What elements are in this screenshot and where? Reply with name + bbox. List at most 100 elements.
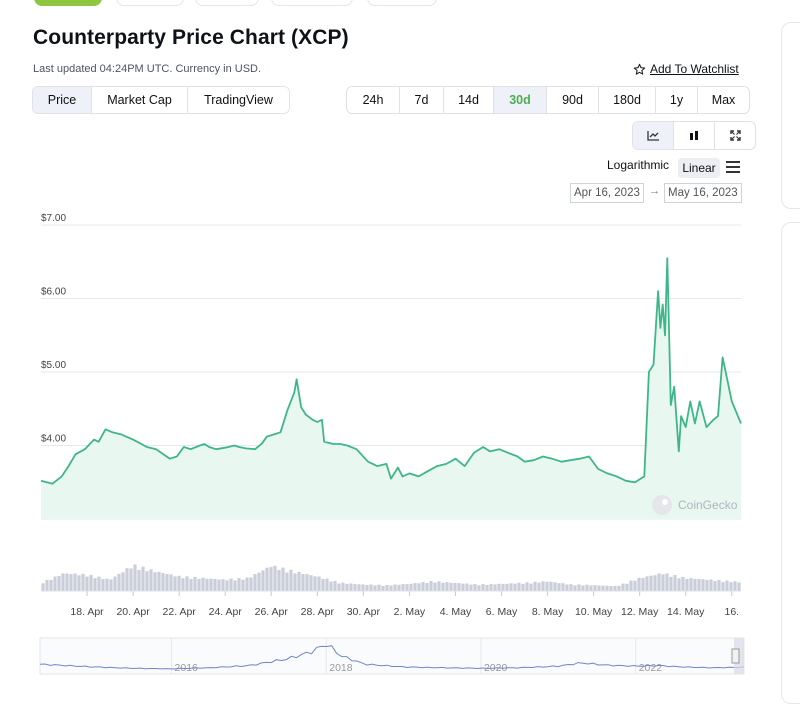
volume-bar (89, 574, 93, 591)
logarithmic-toggle[interactable]: Logarithmic (607, 158, 670, 172)
navigator-frame[interactable] (39, 637, 745, 675)
volume-bar (613, 585, 617, 591)
navigator-tick-label: 2016 (175, 662, 199, 674)
volume-bar (565, 584, 569, 591)
volume-bar (165, 574, 169, 591)
volume-bar (53, 576, 57, 591)
linear-toggle[interactable]: Linear (678, 158, 720, 178)
range-1y[interactable]: 1y (656, 87, 698, 113)
volume-bar (541, 581, 545, 591)
date-from-input[interactable]: Apr 16, 2023 (570, 183, 644, 203)
range-90d[interactable]: 90d (547, 87, 599, 113)
x-tick-label: 24. Apr (209, 606, 243, 618)
top-tab[interactable] (271, 0, 353, 6)
volume-bar (481, 584, 485, 591)
volume-bar (181, 578, 185, 591)
volume-bar (397, 584, 401, 591)
volume-bar (609, 586, 613, 591)
volume-bar (177, 575, 181, 591)
volume-bar (341, 582, 345, 591)
volume-bar (137, 569, 141, 591)
volume-bar (257, 572, 261, 591)
volume-bar (425, 582, 429, 591)
volume-bar (497, 583, 501, 591)
volume-bar (681, 576, 685, 591)
volume-bar (317, 576, 321, 591)
volume-bar (473, 584, 477, 591)
volume-bar (709, 579, 713, 591)
x-tick-label: 16. (724, 606, 739, 618)
volume-bar (505, 583, 509, 591)
tab-market-cap[interactable]: Market Cap (92, 87, 188, 113)
volume-bar (153, 572, 157, 591)
volume-bar (65, 573, 69, 591)
volume-bar (193, 576, 197, 591)
volume-bar (249, 577, 253, 591)
volume-bar (445, 582, 449, 591)
candlestick-button[interactable] (674, 122, 715, 149)
x-tick-label: 12. May (621, 606, 659, 618)
volume-bar (113, 576, 117, 591)
volume-bar (109, 579, 113, 591)
volume-bar (285, 572, 289, 591)
volume-bar (97, 576, 101, 591)
volume-bar (413, 583, 417, 591)
volume-bar (289, 569, 293, 591)
top-tab[interactable] (195, 0, 259, 6)
star-icon (633, 63, 646, 75)
volume-bar (633, 580, 637, 591)
volume-bar (545, 581, 549, 591)
navigator-handle[interactable] (731, 648, 740, 664)
volume-bar (365, 584, 369, 591)
volume-bar (605, 585, 609, 591)
volume-bar (557, 583, 561, 591)
range-7d[interactable]: 7d (400, 87, 444, 113)
volume-bar (485, 585, 489, 591)
fullscreen-button[interactable] (715, 122, 755, 149)
volume-bar (477, 585, 481, 591)
volume-bar (209, 578, 213, 591)
volume-bar (525, 582, 529, 591)
range-24h[interactable]: 24h (347, 87, 400, 113)
x-tick-label: 26. Apr (255, 606, 289, 618)
volume-bar (261, 570, 265, 591)
volume-bar (201, 577, 205, 591)
volume-bar (121, 572, 125, 591)
line-chart-button[interactable] (633, 122, 674, 149)
range-180d[interactable]: 180d (599, 87, 656, 113)
volume-bar (437, 581, 441, 591)
volume-bar (361, 584, 365, 591)
x-tick-label: 22. Apr (163, 606, 197, 618)
range-30d[interactable]: 30d (494, 87, 547, 113)
volume-bar (453, 582, 457, 591)
tab-price[interactable]: Price (33, 87, 92, 113)
price-chart[interactable]: $7.00$6.00$5.00$4.00$3.00 CoinGecko 18. … (0, 210, 780, 690)
volume-bar (637, 577, 641, 591)
volume-bar (41, 583, 45, 591)
volume-bar (265, 567, 269, 591)
volume-bar (205, 578, 209, 591)
volume-bar (625, 583, 629, 591)
top-tab[interactable] (116, 0, 184, 6)
tab-tradingview[interactable]: TradingView (204, 93, 273, 107)
volume-bar (61, 573, 65, 591)
volume-bar (405, 584, 409, 591)
volume-bar (417, 583, 421, 591)
top-tab[interactable] (367, 0, 437, 6)
volume-bar (101, 579, 105, 591)
chart-menu-icon[interactable] (726, 161, 740, 176)
volume-bar (433, 582, 437, 591)
add-to-watchlist-link[interactable]: Add To Watchlist (633, 62, 739, 76)
range-14d[interactable]: 14d (444, 87, 494, 113)
volume-bar (253, 574, 257, 591)
volume-bar (93, 578, 97, 591)
x-tick-label: 2. May (394, 606, 426, 618)
y-tick-label: $4.00 (41, 434, 66, 445)
volume-bar (77, 575, 81, 591)
top-tab-active[interactable] (34, 0, 102, 6)
date-to-input[interactable]: May 16, 2023 (664, 183, 742, 203)
volume-bar (409, 583, 413, 591)
range-max[interactable]: Max (711, 93, 736, 107)
volume-bar (597, 585, 601, 591)
volume-bar (309, 575, 313, 591)
